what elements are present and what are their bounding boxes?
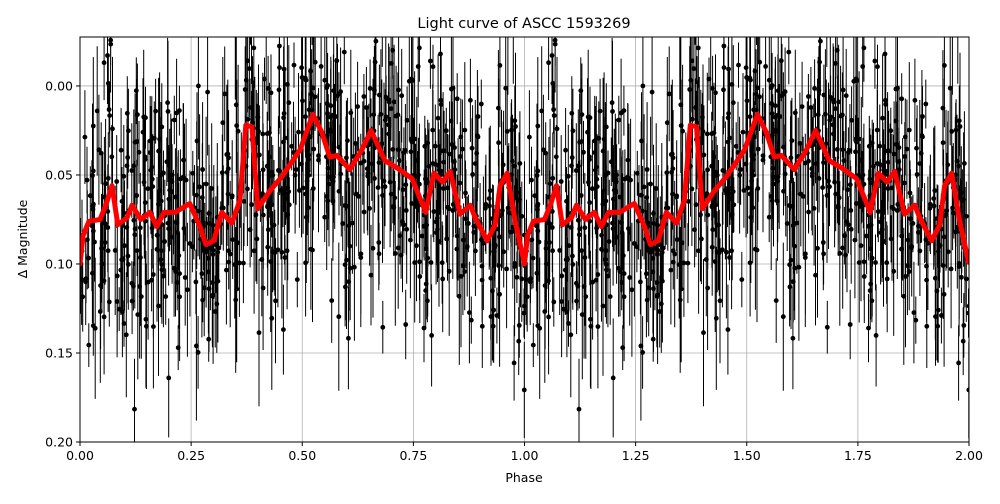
y-axis-label: Δ Magnitude [15, 199, 30, 278]
x-tick-label: 1.75 [844, 448, 872, 463]
y-tick-label: 0.10 [45, 256, 73, 271]
x-tick-label: 0.50 [288, 448, 316, 463]
x-tick-label: 1.50 [733, 448, 761, 463]
y-tick-label: 0.00 [45, 78, 73, 93]
x-tick-label: 0.25 [177, 448, 205, 463]
y-axis-ticks: 0.00 0.05 0.10 0.15 0.20 [45, 78, 80, 450]
chart-title: Light curve of ASCC 1593269 [417, 16, 630, 32]
x-axis-ticks: 0.00 0.25 0.50 0.75 1.00 1.25 1.50 1.75 2.00 [66, 442, 983, 463]
x-tick-label: 0.75 [399, 448, 427, 463]
y-tick-label: 0.05 [45, 167, 73, 182]
y-tick-label: 0.15 [45, 345, 73, 360]
binned-curve [80, 111, 969, 267]
y-tick-label: 0.20 [45, 435, 73, 450]
x-tick-label: 2.00 [955, 448, 983, 463]
binned-mean-line [80, 111, 969, 267]
observation-points [80, 37, 969, 442]
x-tick-label: 0.00 [66, 448, 94, 463]
x-tick-label: 1.00 [511, 448, 539, 463]
data-points [80, 37, 969, 412]
x-axis-label: Phase [505, 470, 543, 485]
x-tick-label: 1.25 [622, 448, 650, 463]
